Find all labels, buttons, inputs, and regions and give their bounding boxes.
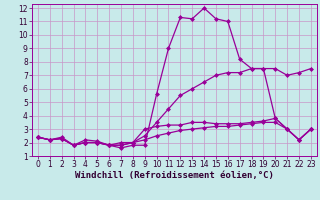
X-axis label: Windchill (Refroidissement éolien,°C): Windchill (Refroidissement éolien,°C) — [75, 171, 274, 180]
